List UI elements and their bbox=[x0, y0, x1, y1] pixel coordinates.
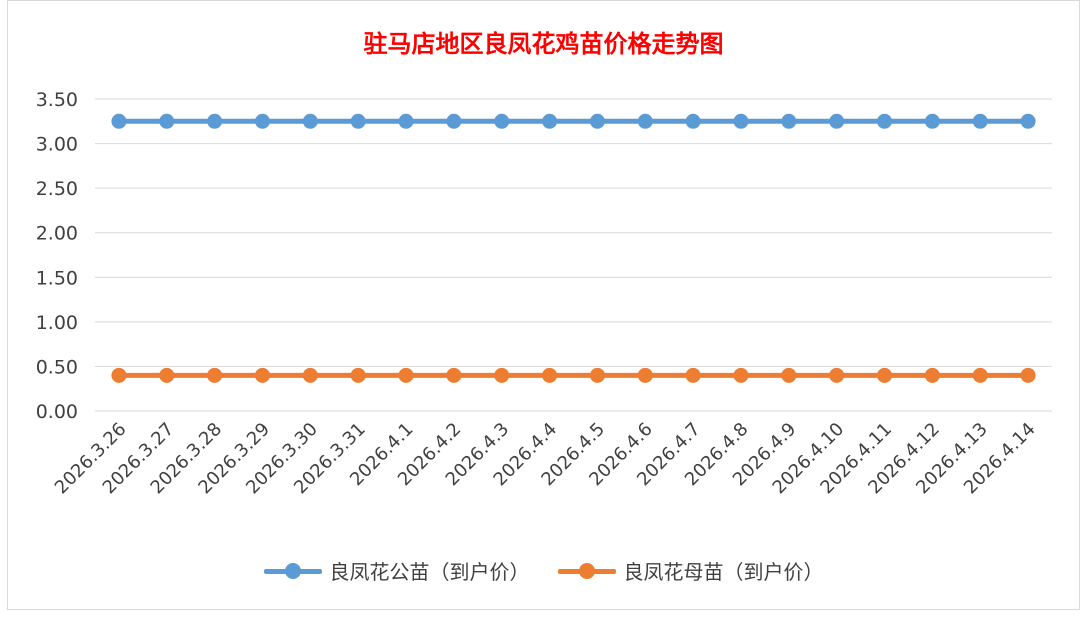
data-point bbox=[637, 113, 653, 129]
legend-swatch-male bbox=[263, 562, 322, 580]
chart-frame bbox=[7, 0, 1080, 610]
y-tick-label: 3.50 bbox=[36, 89, 78, 111]
chart-title: 驻马店地区良凤花鸡苗价格走势图 bbox=[363, 29, 724, 58]
series-points bbox=[111, 113, 1036, 383]
data-point bbox=[542, 113, 558, 129]
y-tick-label: 0.00 bbox=[36, 401, 78, 423]
data-point bbox=[254, 367, 270, 383]
series-lines bbox=[116, 118, 1031, 378]
y-tick-label: 2.50 bbox=[36, 178, 78, 200]
data-point bbox=[829, 113, 845, 129]
data-point bbox=[111, 113, 127, 129]
y-axis-ticks: 0.00 0.50 1.00 1.50 2.00 2.50 3.00 3.50 bbox=[36, 89, 78, 423]
legend-swatch-female bbox=[557, 562, 616, 580]
legend-label-male: 良凤花公苗（到户价） bbox=[329, 560, 530, 584]
legend-label-female: 良凤花母苗（到户价） bbox=[623, 560, 824, 584]
data-point bbox=[350, 113, 366, 129]
y-tick-label: 1.00 bbox=[36, 312, 78, 334]
data-point bbox=[1020, 113, 1036, 129]
legend-item-male: 良凤花公苗（到户价） bbox=[263, 556, 530, 585]
data-point bbox=[685, 113, 701, 129]
data-point bbox=[877, 367, 893, 383]
data-point bbox=[877, 113, 893, 129]
data-point bbox=[302, 367, 318, 383]
data-point bbox=[1020, 367, 1036, 383]
data-point bbox=[159, 367, 175, 383]
data-point bbox=[350, 367, 366, 383]
data-point bbox=[781, 367, 797, 383]
data-point bbox=[924, 113, 940, 129]
data-point bbox=[111, 367, 127, 383]
data-point bbox=[829, 367, 845, 383]
data-point bbox=[733, 113, 749, 129]
data-point bbox=[781, 113, 797, 129]
data-point bbox=[494, 113, 510, 129]
gridlines bbox=[95, 98, 1052, 412]
data-point bbox=[542, 367, 558, 383]
legend: 良凤花公苗（到户价） 良凤花母苗（到户价） bbox=[0, 556, 1087, 585]
data-point bbox=[972, 367, 988, 383]
data-point bbox=[159, 113, 175, 129]
data-point bbox=[972, 113, 988, 129]
data-point bbox=[446, 367, 462, 383]
data-point bbox=[254, 113, 270, 129]
data-point bbox=[589, 113, 605, 129]
legend-item-female: 良凤花母苗（到户价） bbox=[557, 556, 824, 585]
data-point bbox=[207, 113, 223, 129]
data-point bbox=[446, 113, 462, 129]
y-tick-label: 2.00 bbox=[36, 223, 78, 245]
data-point bbox=[733, 367, 749, 383]
data-point bbox=[398, 113, 414, 129]
data-point bbox=[494, 367, 510, 383]
y-tick-label: 0.50 bbox=[36, 356, 78, 378]
data-point bbox=[207, 367, 223, 383]
data-point bbox=[302, 113, 318, 129]
x-axis-ticks: 2026.3.262026.3.272026.3.282026.3.292026… bbox=[51, 419, 1040, 499]
data-point bbox=[637, 367, 653, 383]
y-tick-label: 3.00 bbox=[36, 134, 78, 156]
data-point bbox=[924, 367, 940, 383]
data-point bbox=[589, 367, 605, 383]
y-tick-label: 1.50 bbox=[36, 267, 78, 289]
data-point bbox=[398, 367, 414, 383]
data-point bbox=[685, 367, 701, 383]
